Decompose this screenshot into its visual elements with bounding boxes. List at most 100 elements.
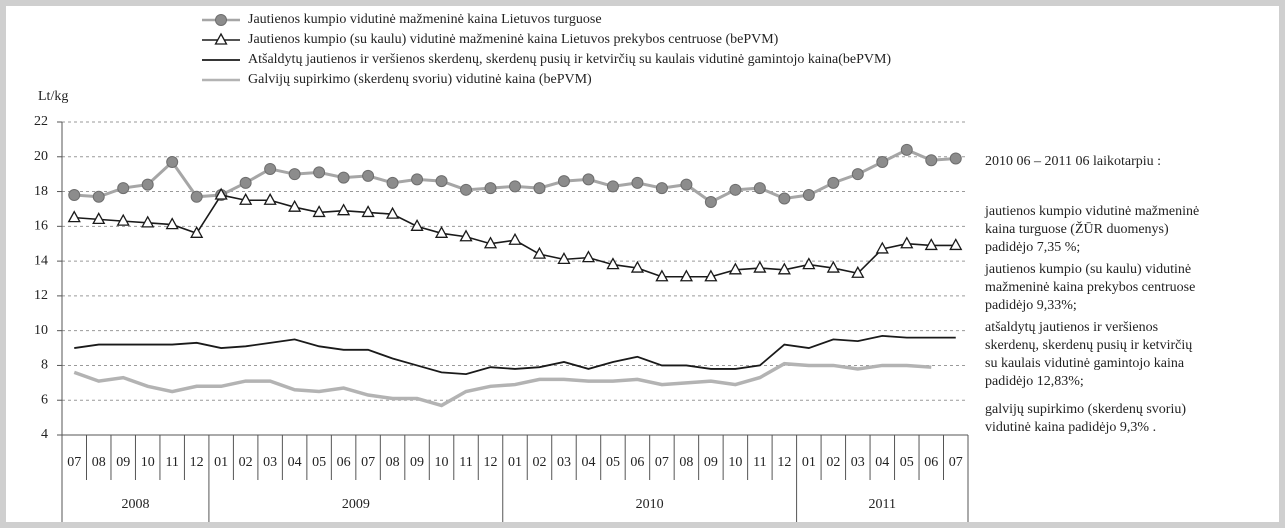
point [288, 168, 301, 181]
point [141, 178, 154, 191]
x-tick-label: 03 [263, 455, 277, 470]
x-tick-label: 07 [67, 455, 81, 470]
point [851, 168, 864, 181]
point [165, 217, 179, 230]
point [483, 236, 498, 249]
x-tick-label: 08 [679, 455, 693, 470]
x-tick-label: 02 [826, 455, 840, 470]
x-tick-label: 04 [581, 455, 595, 470]
point [434, 225, 449, 238]
x-tick-label: 10 [141, 455, 155, 470]
series-line [74, 334, 956, 376]
point [190, 225, 204, 238]
x-tick-label: 10 [728, 455, 742, 470]
point [336, 203, 351, 216]
x-tick-label: 11 [753, 455, 766, 470]
x-tick-label: 01 [214, 455, 228, 470]
point [361, 205, 375, 218]
point [532, 246, 547, 259]
point [924, 238, 938, 251]
point [141, 215, 155, 228]
x-tick-label: 01 [508, 455, 522, 470]
x-tick-label: 09 [410, 455, 424, 470]
point [435, 175, 448, 188]
x-tick-label: 11 [165, 455, 178, 470]
point [680, 178, 693, 191]
y-tick-label: 4 [41, 427, 48, 442]
x-tick-label: 03 [851, 455, 865, 470]
point [484, 182, 497, 195]
point [655, 269, 669, 282]
x-tick-label: 07 [361, 455, 375, 470]
annotation: atšaldytų jautienos ir veršienos [985, 320, 1158, 335]
point [679, 269, 694, 282]
year-label: 2009 [342, 497, 370, 512]
annotation: su kaulais vidutinė gamintojo kaina [985, 356, 1185, 371]
x-tick-label: 07 [655, 455, 669, 470]
y-tick-label: 14 [34, 253, 48, 268]
point [533, 182, 546, 195]
point [630, 260, 645, 273]
point [949, 238, 963, 251]
point [117, 182, 130, 195]
point [802, 189, 815, 202]
point [214, 187, 228, 200]
point [411, 173, 424, 186]
point [460, 183, 473, 196]
point [704, 195, 717, 208]
annotation: 2010 06 – 2011 06 laikotarpiu : [985, 154, 1161, 169]
point [190, 190, 203, 203]
point [509, 180, 521, 193]
annotation: padidėjo 12,83%; [985, 374, 1084, 389]
point [386, 176, 399, 189]
annotation: padidėjo 7,35 %; [985, 240, 1080, 255]
point [508, 232, 522, 245]
x-tick-label: 06 [337, 455, 351, 470]
point [851, 265, 865, 278]
point [337, 171, 350, 184]
point [728, 262, 742, 275]
point [778, 192, 791, 205]
point [949, 152, 962, 165]
y-tick-label: 12 [34, 288, 48, 303]
point [214, 32, 228, 45]
point [900, 143, 913, 156]
x-tick-label: 08 [386, 455, 400, 470]
x-tick-label: 04 [875, 455, 889, 470]
point [215, 14, 227, 26]
annotation: padidėjo 9,33%; [985, 298, 1077, 313]
annotation: jautienos kumpio (su kaulu) vidutinė [984, 262, 1191, 277]
x-tick-label: 12 [484, 455, 498, 470]
y-tick-label: 16 [34, 219, 48, 234]
year-label: 2008 [121, 497, 149, 512]
point [729, 183, 742, 196]
x-tick-label: 01 [802, 455, 816, 470]
y-tick-label: 18 [34, 184, 48, 199]
legend-label: Jautienos kumpio vidutinė mažmeninė kain… [248, 12, 602, 27]
x-tick-label: 12 [777, 455, 791, 470]
point [288, 199, 302, 212]
x-tick-label: 05 [606, 455, 620, 470]
x-tick-label: 09 [704, 455, 718, 470]
year-label: 2011 [869, 497, 896, 512]
point [239, 176, 252, 189]
y-tick-label: 22 [34, 114, 48, 129]
point [925, 154, 938, 167]
x-tick-label: 03 [557, 455, 571, 470]
point [704, 269, 718, 282]
annotation: galvijų supirkimo (skerdenų svoriu) [985, 402, 1186, 417]
point [606, 257, 620, 270]
x-tick-label: 05 [312, 455, 326, 470]
x-tick-label: 05 [900, 455, 914, 470]
annotation: kaina turguose (ŽŪR duomenys) [985, 220, 1169, 237]
point [631, 176, 644, 189]
annotation: jautienos kumpio vidutinė mažmeninė [984, 204, 1199, 219]
point [753, 182, 766, 195]
y-axis-label: Lt/kg [38, 89, 68, 104]
annotation: skerdenų, skerdenų pusių ir ketvirčių [985, 338, 1192, 353]
point [92, 190, 105, 203]
annotation: vidutinė kaina padidėjo 9,3% . [985, 420, 1156, 435]
point [385, 206, 400, 219]
point [826, 260, 840, 273]
point [777, 262, 791, 275]
